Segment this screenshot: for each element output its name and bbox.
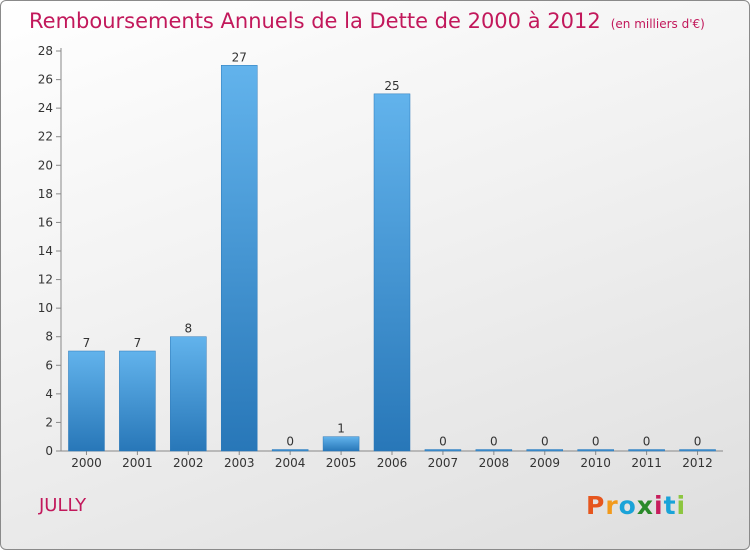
bar [373, 93, 411, 452]
value-label: 0 [286, 435, 294, 449]
y-tick-label: 24 [38, 101, 53, 115]
bar [526, 449, 564, 452]
value-label: 27 [232, 50, 247, 64]
brand-letter: o [618, 491, 637, 520]
bar [271, 449, 309, 452]
bar [475, 449, 513, 452]
value-label: 0 [541, 435, 549, 449]
value-label: 0 [643, 435, 651, 449]
y-tick-label: 4 [45, 387, 53, 401]
value-label: 7 [83, 336, 91, 350]
value-label: 7 [134, 336, 142, 350]
bar [119, 350, 156, 452]
place-name: JULLY [39, 495, 87, 516]
x-tick-label: 2010 [580, 456, 611, 470]
brand-letter: t [663, 491, 677, 520]
x-tick-label: 2008 [479, 456, 510, 470]
y-tick-label: 12 [38, 273, 53, 287]
bar [628, 449, 665, 452]
brand-letter: i [654, 491, 664, 520]
y-tick-label: 10 [38, 301, 53, 315]
x-tick-label: 2002 [173, 456, 204, 470]
value-label: 25 [384, 79, 399, 93]
brand-letter: r [605, 491, 619, 520]
bars: 7 7 8 27 0 1 25 0 0 0 0 0 0 [68, 50, 716, 452]
value-label: 0 [694, 435, 702, 449]
value-label: 0 [439, 435, 447, 449]
value-label: 0 [592, 435, 600, 449]
x-tick-label: 2001 [122, 456, 153, 470]
y-tick-label: 28 [38, 44, 53, 58]
bar [577, 449, 614, 452]
x-tick-label: 2006 [377, 456, 408, 470]
y-tick-label: 16 [38, 215, 53, 229]
y-tick-label: 26 [38, 73, 53, 87]
bar [68, 350, 105, 452]
y-tick-label: 8 [45, 330, 53, 344]
bar [220, 65, 258, 452]
y-tick-label: 0 [45, 444, 53, 458]
value-label: 8 [184, 322, 192, 336]
x-tick-label: 2007 [428, 456, 459, 470]
x-tick-label: 2000 [71, 456, 102, 470]
x-tick-label: 2012 [682, 456, 713, 470]
chart-title: Remboursements Annuels de la Dette de 20… [29, 9, 601, 33]
y-tick-label: 20 [38, 158, 53, 172]
title-row: Remboursements Annuels de la Dette de 20… [29, 9, 705, 33]
bar [170, 336, 207, 452]
y-tick-label: 14 [38, 244, 53, 258]
bar [424, 449, 462, 452]
x-tick-label: 2005 [326, 456, 357, 470]
value-label: 0 [490, 435, 498, 449]
x-tick-label: 2003 [224, 456, 255, 470]
brand-logo: Proxiti [586, 491, 686, 520]
value-label: 1 [337, 422, 345, 436]
chart-unit: (en milliers d'€) [610, 17, 705, 31]
y-tick-label: 22 [38, 130, 53, 144]
brand-letter: P [586, 491, 606, 520]
y-tick-label: 18 [38, 187, 53, 201]
brand-letter: x [636, 491, 654, 520]
x-tick-label: 2009 [529, 456, 560, 470]
x-tick-label: 2011 [631, 456, 662, 470]
y-tick-label: 6 [45, 358, 53, 372]
x-tick-label: 2004 [275, 456, 306, 470]
brand-letter: i [676, 491, 687, 520]
bar [679, 449, 716, 452]
y-tick-label: 2 [45, 415, 53, 429]
bar [322, 436, 360, 452]
